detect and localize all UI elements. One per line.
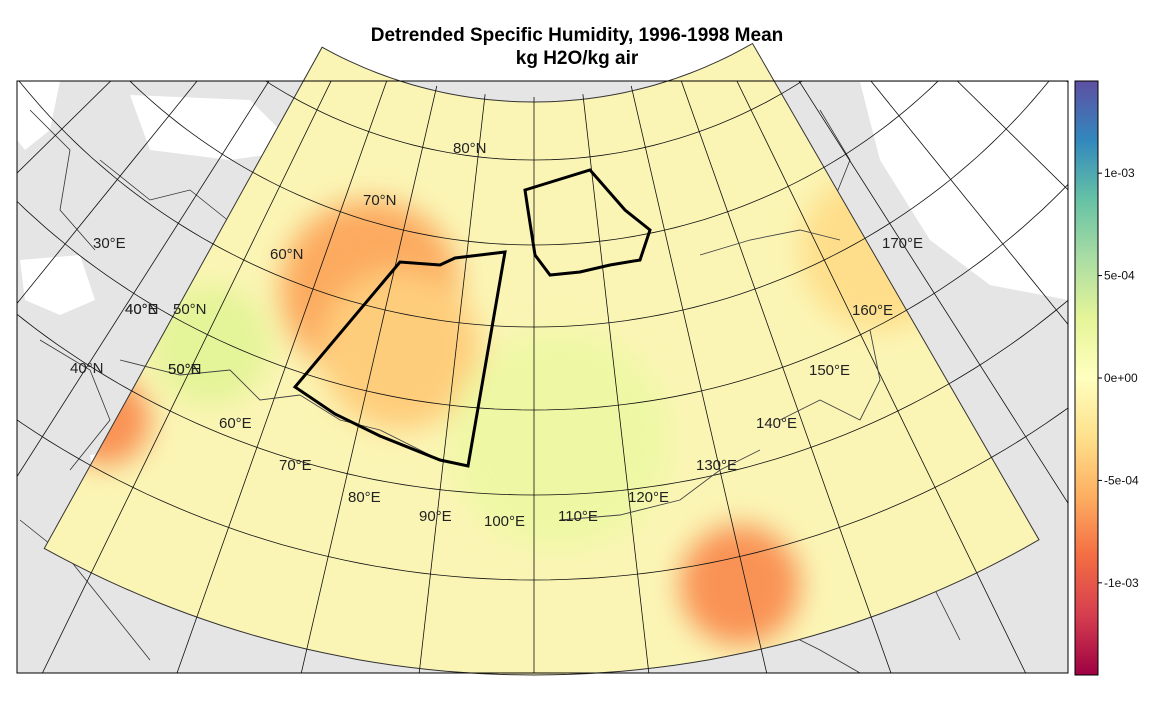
meridian-line (300, 85, 438, 673)
colorbar-tick-label: 1e-03 (1104, 166, 1135, 180)
field-anomaly (450, 330, 670, 550)
lon-label: 90°E (419, 508, 452, 525)
lon-label: 150°E (809, 362, 850, 379)
meridian-line (418, 94, 486, 673)
lon-label: 30°E (93, 235, 126, 252)
meridian-line (870, 81, 1068, 326)
lat-label: 40°N (70, 360, 104, 377)
meridian-line (17, 81, 270, 478)
lon-label: 80°E (348, 489, 381, 506)
lat-label: 50°N (173, 301, 207, 318)
chart-title-block: Detrended Specific Humidity, 1996-1998 M… (0, 24, 1154, 70)
lon-label: 50°E (168, 361, 201, 378)
lat-label: 60°N (270, 246, 304, 263)
colorbar-tick-label: -5e-04 (1104, 473, 1139, 487)
meridian-line (17, 81, 198, 305)
chart-title: Detrended Specific Humidity, 1996-1998 M… (370, 25, 784, 46)
lat-label: 80°N (453, 140, 487, 157)
region-outline-north (523, 168, 652, 277)
colorbar-gradient (1074, 80, 1099, 676)
meridian-line (176, 81, 388, 673)
meridian-line (582, 94, 650, 673)
colorbar: 1e-03 5e-04 0e+00 -5e-04 -1e-03 (1074, 80, 1139, 676)
lon-label: 170°E (882, 235, 923, 252)
meridian-line (41, 81, 332, 673)
lat-label: 40°N (125, 301, 159, 318)
lon-label: 120°E (628, 489, 669, 506)
meridian-line (798, 81, 1068, 504)
colorbar-tick-label: 5e-04 (1104, 269, 1135, 283)
lon-label: 160°E (852, 302, 893, 319)
colorbar-tick-label: -1e-03 (1104, 576, 1139, 590)
lat-label: 70°N (363, 192, 397, 209)
lon-label: 100°E (484, 513, 525, 530)
meridian-line (736, 81, 1027, 673)
meridian-line (680, 81, 892, 673)
longitude-labels: 30°E 40°E 50°E 60°E 70°E 80°E 90°E 100°E… (93, 235, 923, 530)
lon-label: 140°E (756, 415, 797, 432)
lon-label: 110°E (558, 508, 598, 525)
lon-label: 130°E (696, 457, 737, 474)
field-anomaly (680, 525, 800, 645)
lon-label: 70°E (279, 457, 312, 474)
field-boundary (43, 42, 1040, 676)
lon-label: 40°E (125, 301, 158, 318)
chart-subtitle: kg H2O/kg air (515, 48, 639, 69)
meridian-line (630, 85, 768, 673)
lon-label: 60°E (219, 415, 252, 432)
lat-label: 50°N (168, 361, 202, 378)
map-frame (16, 80, 1069, 674)
region-outline-west (292, 250, 507, 468)
latitude-labels: 80°N 70°N 60°N 50°N 40°N 50°N 40°N (70, 140, 487, 378)
colorbar-tick-label: 0e+00 (1104, 371, 1138, 385)
